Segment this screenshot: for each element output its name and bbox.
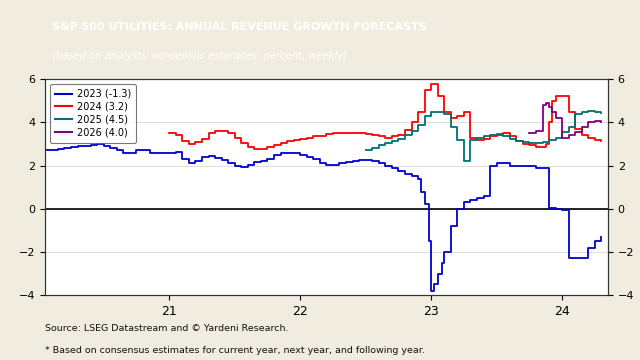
Legend: 2023 (-1.3), 2024 (3.2), 2025 (4.5), 2026 (4.0): 2023 (-1.3), 2024 (3.2), 2025 (4.5), 202… — [50, 84, 136, 143]
Text: * Based on consensus estimates for current year, next year, and following year.: * Based on consensus estimates for curre… — [45, 346, 425, 355]
Text: Source: LSEG Datastream and © Yardeni Research.: Source: LSEG Datastream and © Yardeni Re… — [45, 324, 288, 333]
Text: S&P 500 UTILITIES: ANNUAL REVENUE GROWTH FORECASTS: S&P 500 UTILITIES: ANNUAL REVENUE GROWTH… — [52, 22, 427, 32]
Text: (based on analysts' consensus estimates, percent, weekly): (based on analysts' consensus estimates,… — [52, 51, 347, 61]
